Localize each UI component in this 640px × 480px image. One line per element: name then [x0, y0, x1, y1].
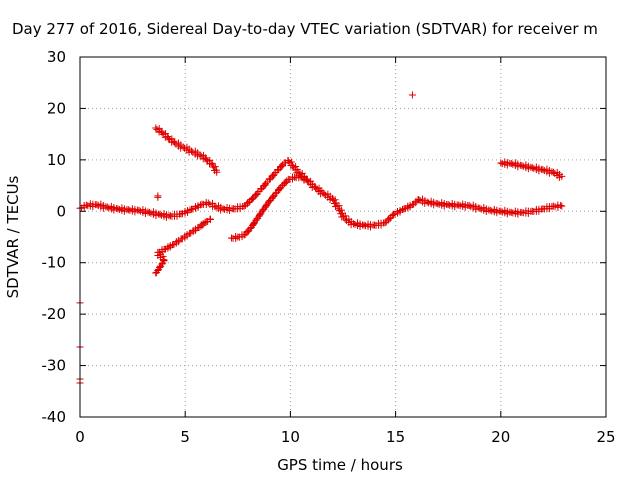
- x-tick-label: 25: [596, 428, 615, 446]
- data-point: [497, 159, 505, 167]
- data-point: [158, 129, 166, 137]
- data-point: [114, 205, 122, 213]
- data-point: [208, 159, 216, 167]
- data-point: [486, 206, 494, 214]
- data-point: [312, 184, 320, 192]
- data-point: [558, 172, 566, 180]
- data-point: [152, 124, 160, 132]
- data-point: [549, 202, 557, 210]
- x-axis-ticks: 0 5 10 15 20 25: [75, 57, 616, 446]
- x-tick-label: 5: [180, 428, 190, 446]
- data-point: [211, 163, 219, 171]
- data-point: [557, 202, 565, 210]
- y-tick-label: -40: [42, 408, 67, 426]
- y-axis-label: SDTVAR / TECUs: [4, 175, 22, 298]
- data-point: [528, 164, 536, 172]
- plot-frame: [79, 56, 607, 418]
- data-point: [206, 216, 214, 224]
- y-tick-label: -20: [42, 305, 67, 323]
- data-point: [124, 206, 132, 214]
- data-point: [289, 162, 297, 170]
- data-point: [284, 157, 292, 165]
- y-tick-label: 30: [47, 48, 66, 66]
- y-tick-label: -10: [42, 254, 67, 272]
- data-points: [76, 91, 566, 387]
- data-point: [186, 206, 194, 214]
- data-point: [219, 205, 227, 213]
- x-axis-label: GPS time / hours: [277, 456, 403, 474]
- data-point: [82, 201, 90, 209]
- data-point: [476, 204, 484, 212]
- x-tick-label: 20: [491, 428, 510, 446]
- data-point: [507, 208, 515, 216]
- data-point: [360, 221, 368, 229]
- data-point: [156, 210, 164, 218]
- data-point: [135, 206, 143, 214]
- data-point: [164, 134, 172, 142]
- data-point: [423, 198, 431, 206]
- y-tick-label: 0: [56, 202, 66, 220]
- data-point: [444, 201, 452, 209]
- data-point: [337, 206, 345, 214]
- data-point: [507, 159, 515, 167]
- y-axis-ticks: 30 20 10 0 -10 -20 -30 -40: [42, 48, 606, 426]
- data-point: [302, 175, 310, 183]
- chart-title: Day 277 of 2016, Sidereal Day-to-day VTE…: [12, 20, 598, 38]
- data-point: [213, 168, 221, 176]
- data-point: [196, 151, 204, 159]
- x-tick-label: 10: [281, 428, 300, 446]
- data-point: [399, 206, 407, 214]
- y-tick-label: 20: [47, 99, 66, 117]
- data-point: [331, 196, 339, 204]
- y-tick-label: -30: [42, 357, 67, 375]
- data-point: [103, 203, 111, 211]
- data-point: [518, 162, 526, 170]
- x-tick-label: 0: [75, 428, 85, 446]
- data-point: [558, 202, 566, 210]
- data-point: [434, 200, 442, 208]
- data-point: [145, 208, 153, 216]
- data-point: [154, 192, 162, 200]
- data-point: [303, 176, 311, 184]
- data-point: [153, 268, 161, 276]
- data-point: [497, 207, 505, 215]
- data-point: [350, 220, 358, 228]
- x-tick-label: 15: [386, 428, 405, 446]
- y-tick-label: 10: [47, 151, 66, 169]
- data-point: [408, 91, 416, 99]
- grid-lines: [80, 57, 606, 417]
- data-point: [455, 201, 463, 209]
- data-point: [202, 155, 210, 163]
- data-point: [160, 256, 168, 264]
